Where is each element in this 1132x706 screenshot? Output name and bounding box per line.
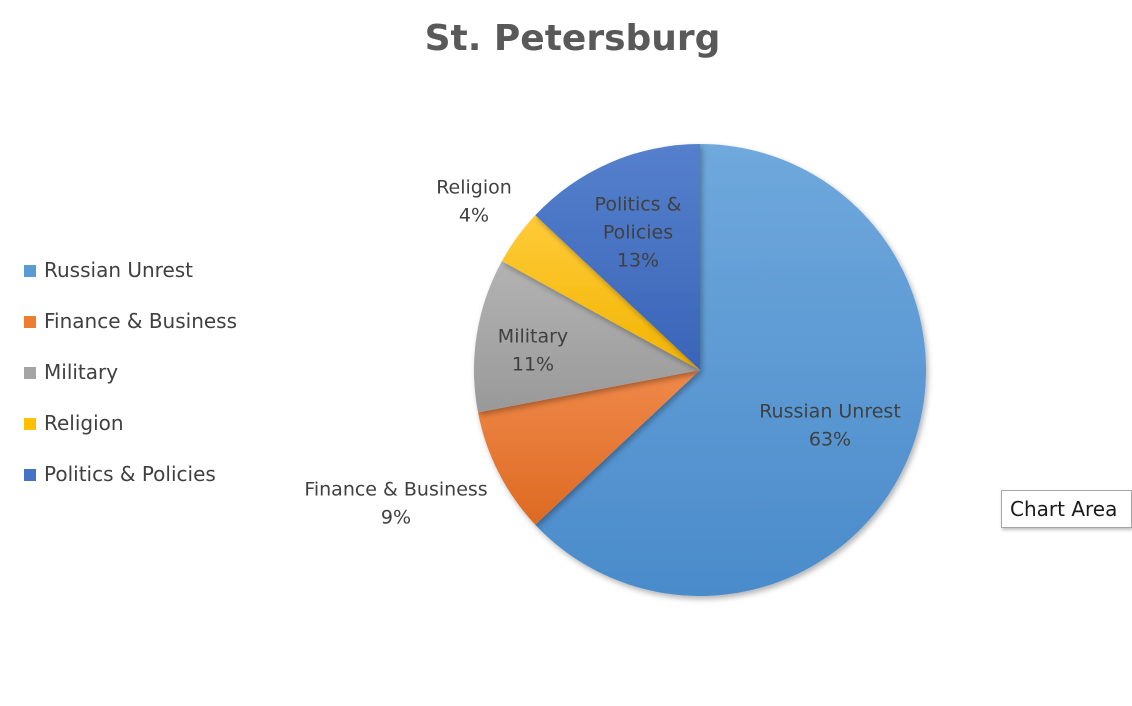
legend-swatch: [24, 316, 36, 328]
pie-slice-russian-unrest[interactable]: [535, 144, 926, 596]
pie-slice-military[interactable]: [473, 261, 700, 413]
pie-slice-finance-business[interactable]: [478, 370, 700, 525]
legend-item-religion[interactable]: Religion: [24, 409, 237, 460]
legend: Russian Unrest Finance & Business Military…: [24, 256, 237, 511]
chart-title: St. Petersburg: [424, 18, 721, 59]
legend-label: Politics & Policies: [44, 462, 216, 486]
legend-item-finance-business[interactable]: Finance & Business: [24, 307, 237, 358]
data-label-religion-percent: 4%: [459, 205, 489, 227]
pie-data-labels: Russian Unrest 63% Finance & Business 9% Mil…: [304, 177, 900, 529]
pie-slices: [473, 144, 926, 596]
legend-label: Finance & Business: [44, 309, 238, 333]
legend-item-military[interactable]: Military: [24, 358, 237, 409]
legend-label: Military: [44, 360, 119, 384]
data-label-politics-policies-name: Politics &: [595, 194, 682, 216]
pie-slice-religion[interactable]: [501, 215, 700, 370]
data-label-politics-policies-percent: 13%: [617, 250, 659, 272]
legend-item-russian-unrest[interactable]: Russian Unrest: [24, 256, 237, 307]
legend-item-politics-policies[interactable]: Politics & Policies: [24, 460, 237, 511]
data-label-military-percent: 11%: [512, 354, 554, 376]
data-label-finance-business-percent: 9%: [381, 507, 411, 529]
legend-swatch: [24, 367, 36, 379]
data-label-finance-business-name: Finance & Business: [304, 479, 487, 501]
data-label-russian-unrest-percent: 63%: [809, 429, 851, 451]
legend-swatch: [24, 265, 36, 277]
legend-swatch: [24, 469, 36, 481]
data-label-russian-unrest-name: Russian Unrest: [759, 401, 901, 423]
data-label-politics-policies-name: Policies: [603, 222, 673, 244]
legend-swatch: [24, 418, 36, 430]
pie-slice-politics-policies[interactable]: [535, 144, 700, 370]
legend-label: Religion: [44, 411, 124, 435]
data-label-religion-name: Religion: [436, 177, 512, 199]
legend-label: Russian Unrest: [44, 258, 194, 282]
data-label-military-name: Military: [498, 326, 568, 348]
chart-area-tooltip: Chart Area: [1001, 490, 1132, 528]
